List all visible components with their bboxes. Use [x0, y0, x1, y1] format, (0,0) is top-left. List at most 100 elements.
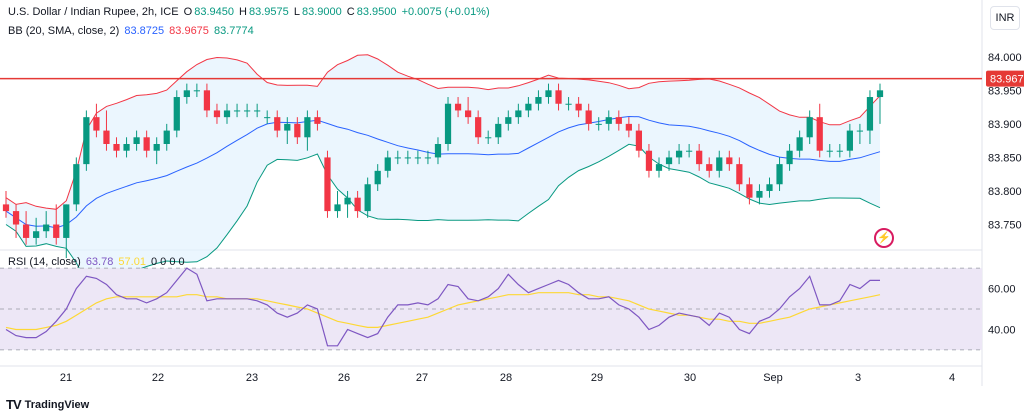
candle — [625, 123, 632, 131]
candle — [384, 157, 391, 171]
symbol-header: U.S. Dollar / Indian Rupee, 2h, ICE O 83.… — [8, 6, 492, 18]
time-tick-label: Sep — [763, 372, 783, 384]
candle — [535, 97, 542, 104]
rsi-value: 63.78 — [85, 256, 114, 268]
rsi-extra-values: 0 0 0 0 — [151, 256, 185, 268]
bb-mid-line — [5, 115, 881, 229]
time-tick-label: 26 — [338, 372, 350, 384]
open-label: O — [183, 6, 193, 18]
change-value: +0.0075 (+0.01%) — [401, 6, 490, 18]
candle — [133, 137, 140, 144]
candle — [33, 231, 40, 238]
price-tick-label: 83.800 — [988, 186, 1022, 198]
candle — [12, 211, 20, 225]
candle — [826, 150, 833, 152]
candle — [565, 103, 572, 105]
candle — [103, 130, 110, 144]
candle — [404, 157, 411, 159]
candle — [264, 117, 271, 119]
tradingview-logo-icon: TV — [6, 397, 22, 412]
time-tick-label: 3 — [855, 372, 861, 384]
candle — [334, 204, 341, 212]
candle — [645, 150, 653, 171]
candle — [635, 130, 643, 151]
candle — [575, 103, 582, 111]
candle — [424, 157, 432, 159]
candle — [555, 90, 562, 104]
candle — [736, 164, 743, 185]
candle — [786, 150, 793, 165]
candle — [83, 117, 90, 165]
candle — [324, 157, 331, 212]
candle — [173, 97, 180, 131]
candle — [314, 117, 321, 124]
candle — [866, 97, 874, 131]
candle — [846, 130, 853, 151]
bb-upper-value: 83.9675 — [169, 25, 209, 37]
candle — [665, 157, 673, 165]
high-value: 83.9575 — [249, 6, 289, 18]
brand-name: TradingView — [24, 398, 90, 411]
close-value: 83.9500 — [356, 6, 397, 18]
price-marker — [986, 70, 1024, 87]
candle — [465, 110, 472, 118]
candle — [123, 144, 130, 151]
currency-button[interactable]: INR — [990, 6, 1020, 30]
candle — [274, 117, 281, 131]
candle — [444, 103, 452, 144]
candle — [856, 130, 864, 132]
brand-logo[interactable]: TV TradingView — [6, 397, 89, 412]
candle — [2, 204, 10, 212]
time-tick-label: 30 — [684, 372, 696, 384]
candle — [475, 117, 482, 138]
rsi-line — [5, 267, 880, 347]
bb-fill — [6, 54, 880, 284]
candle — [53, 224, 60, 238]
bb-legend[interactable]: BB (20, SMA, close, 2) 83.8725 83.9675 8… — [8, 25, 256, 37]
candle — [806, 117, 813, 138]
price-tick-label: 83.900 — [988, 119, 1022, 131]
rsi-ma-line — [5, 292, 881, 331]
candle — [63, 204, 70, 238]
candle — [776, 164, 783, 185]
lightning-icon[interactable]: ⚡ — [874, 228, 894, 248]
candle — [394, 157, 401, 159]
candle — [706, 164, 713, 171]
candle — [756, 190, 763, 198]
candle — [243, 110, 251, 112]
candle — [726, 157, 733, 165]
close-label: C — [346, 6, 355, 18]
candle — [213, 110, 221, 118]
candle — [434, 144, 442, 158]
symbol-name: U.S. Dollar / Indian Rupee, 2h, ICE — [8, 6, 179, 18]
time-tick-label: 21 — [60, 372, 72, 384]
candle — [374, 170, 381, 185]
high-label: H — [239, 6, 247, 18]
rsi-legend[interactable]: RSI (14, close) 63.78 57.01 0 0 0 0 — [8, 256, 187, 268]
rsi-tick-label: 60.00 — [988, 284, 1016, 296]
time-tick-label: 22 — [152, 372, 164, 384]
price-tick-label: 83.850 — [988, 152, 1022, 164]
candle — [655, 164, 663, 171]
candle — [43, 224, 50, 232]
time-tick-label: 29 — [591, 372, 603, 384]
candle — [414, 157, 421, 159]
candle — [454, 103, 462, 111]
bb-upper-line — [5, 54, 881, 210]
candle — [746, 184, 753, 198]
candle — [22, 224, 30, 238]
candle — [304, 117, 311, 138]
candle — [605, 117, 612, 124]
low-label: L — [293, 6, 300, 18]
candle — [113, 144, 120, 151]
price-tick-label: 84.000 — [988, 52, 1022, 64]
candle — [354, 197, 361, 212]
low-value: 83.9000 — [301, 6, 342, 18]
rsi-ma-value: 57.01 — [118, 256, 146, 268]
candle — [73, 164, 80, 205]
candle — [163, 130, 170, 144]
candle — [615, 117, 622, 124]
candle — [284, 123, 291, 131]
time-tick-label: 27 — [416, 372, 428, 384]
